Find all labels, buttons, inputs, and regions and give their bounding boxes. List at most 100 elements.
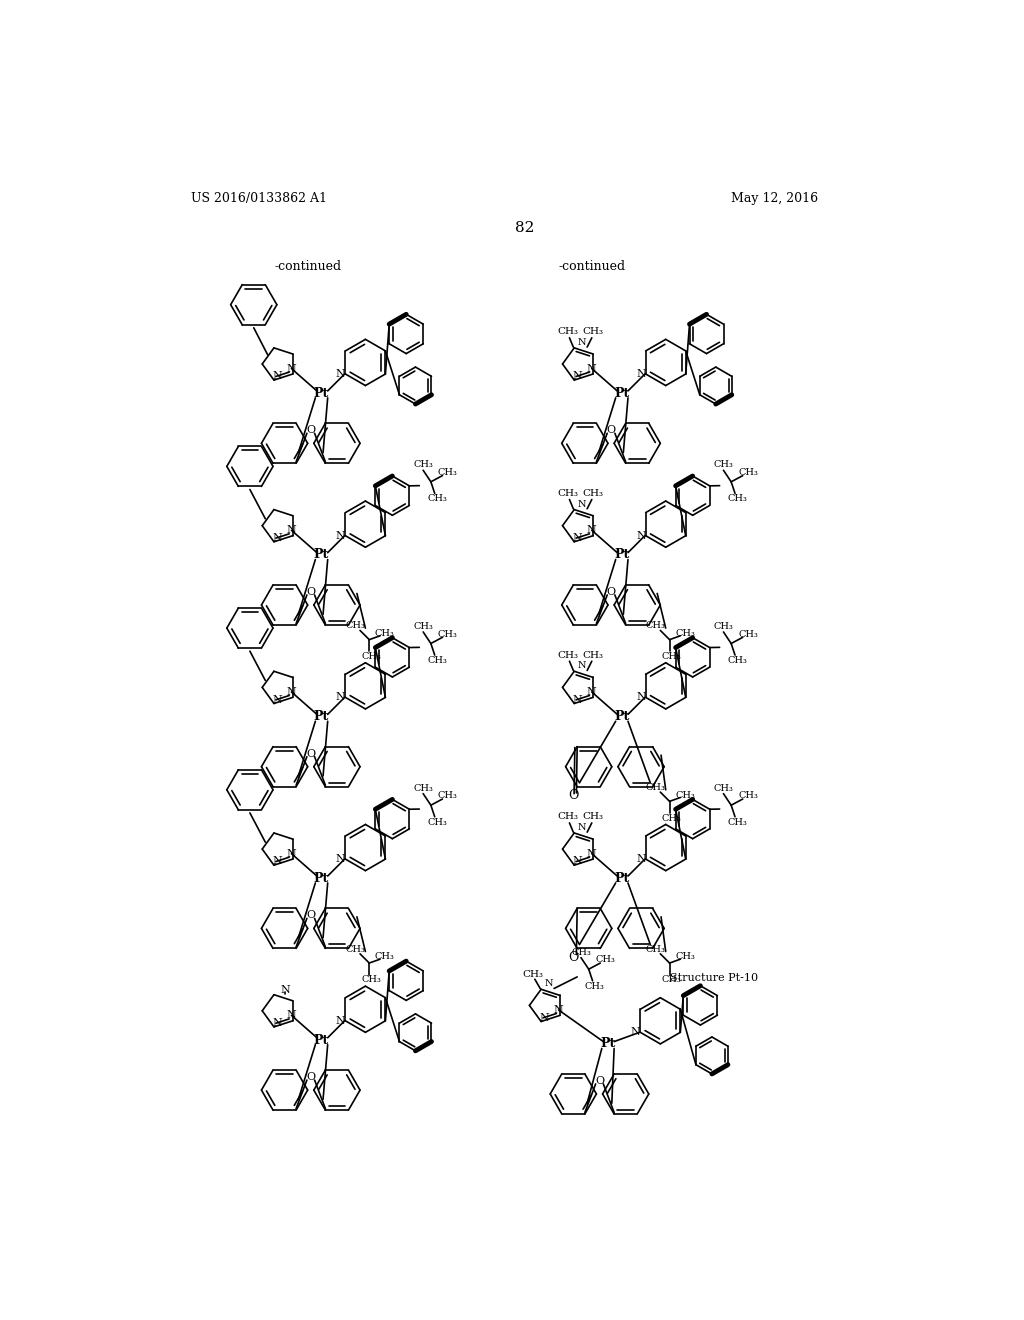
Text: O: O xyxy=(568,789,579,803)
Text: US 2016/0133862 A1: US 2016/0133862 A1 xyxy=(190,191,327,205)
Text: N: N xyxy=(287,1010,296,1020)
Text: N: N xyxy=(631,1027,641,1038)
Text: CH₃: CH₃ xyxy=(662,652,682,661)
Text: O: O xyxy=(595,1076,604,1086)
Text: Structure Pt-10: Structure Pt-10 xyxy=(670,973,758,983)
Text: Pt: Pt xyxy=(314,548,329,561)
Text: CH₃: CH₃ xyxy=(557,651,579,660)
Text: CH₃: CH₃ xyxy=(675,953,695,961)
Text: CH₃: CH₃ xyxy=(345,622,366,630)
Text: N: N xyxy=(578,824,586,832)
Text: CH₃: CH₃ xyxy=(675,630,695,638)
Text: O: O xyxy=(606,425,615,436)
Text: CH₃: CH₃ xyxy=(583,488,604,498)
Text: O: O xyxy=(306,911,315,920)
Text: N: N xyxy=(636,854,646,865)
Text: N: N xyxy=(272,371,282,381)
Text: N: N xyxy=(272,533,282,543)
Text: N: N xyxy=(272,1018,282,1028)
Text: CH₃: CH₃ xyxy=(438,469,458,477)
Text: CH₃: CH₃ xyxy=(375,630,394,638)
Text: N: N xyxy=(336,693,346,702)
Text: CH₃: CH₃ xyxy=(585,982,605,990)
Text: Pt: Pt xyxy=(314,710,329,723)
Text: O: O xyxy=(306,1072,315,1082)
Text: Pt: Pt xyxy=(600,1038,615,1051)
Text: CH₃: CH₃ xyxy=(345,945,366,953)
Text: N: N xyxy=(336,854,346,865)
Text: CH₃: CH₃ xyxy=(738,469,758,477)
Text: CH₃: CH₃ xyxy=(414,622,433,631)
Text: CH₃: CH₃ xyxy=(727,817,748,826)
Text: CH₃: CH₃ xyxy=(414,461,433,470)
Text: CH₃: CH₃ xyxy=(727,494,748,503)
Text: N: N xyxy=(636,531,646,541)
Text: N: N xyxy=(336,531,346,541)
Text: May 12, 2016: May 12, 2016 xyxy=(731,191,818,205)
Text: O: O xyxy=(568,952,579,964)
Text: CH₃: CH₃ xyxy=(438,630,458,639)
Text: N: N xyxy=(287,686,296,697)
Text: CH₃: CH₃ xyxy=(427,817,446,826)
Text: N: N xyxy=(554,1005,563,1015)
Text: Pt: Pt xyxy=(314,387,329,400)
Text: CH₃: CH₃ xyxy=(361,975,382,985)
Text: CH₃: CH₃ xyxy=(714,784,733,793)
Text: CH₃: CH₃ xyxy=(583,812,604,821)
Text: CH₃: CH₃ xyxy=(714,622,733,631)
Text: CH₃: CH₃ xyxy=(714,461,733,470)
Text: N: N xyxy=(587,686,597,697)
Text: CH₃: CH₃ xyxy=(738,792,758,800)
Text: O: O xyxy=(306,587,315,597)
Text: N: N xyxy=(545,979,553,989)
Text: N: N xyxy=(272,857,282,866)
Text: CH₃: CH₃ xyxy=(646,622,666,630)
Text: CH₃: CH₃ xyxy=(738,630,758,639)
Text: 82: 82 xyxy=(515,220,535,235)
Text: N: N xyxy=(540,1012,549,1023)
Text: CH₃: CH₃ xyxy=(646,783,666,792)
Text: N: N xyxy=(336,1016,346,1026)
Text: Pt: Pt xyxy=(314,871,329,884)
Text: Pt: Pt xyxy=(614,871,630,884)
Text: CH₃: CH₃ xyxy=(662,975,682,985)
Text: N: N xyxy=(572,857,582,866)
Text: N: N xyxy=(636,370,646,379)
Text: CH₃: CH₃ xyxy=(557,327,579,337)
Text: N: N xyxy=(281,985,290,995)
Text: CH₃: CH₃ xyxy=(414,784,433,793)
Text: O: O xyxy=(306,425,315,436)
Text: CH₃: CH₃ xyxy=(438,792,458,800)
Text: N: N xyxy=(336,370,346,379)
Text: N: N xyxy=(572,533,582,543)
Text: CH₃: CH₃ xyxy=(522,970,543,979)
Text: N: N xyxy=(587,363,597,374)
Text: N: N xyxy=(578,661,586,671)
Text: N: N xyxy=(578,338,586,347)
Text: N: N xyxy=(572,694,582,705)
Text: N: N xyxy=(578,500,586,508)
Text: O: O xyxy=(606,587,615,597)
Text: N: N xyxy=(636,693,646,702)
Text: Pt: Pt xyxy=(314,1034,329,1047)
Text: Pt: Pt xyxy=(614,710,630,723)
Text: CH₃: CH₃ xyxy=(583,327,604,337)
Text: CH₃: CH₃ xyxy=(571,948,591,957)
Text: CH₃: CH₃ xyxy=(375,953,394,961)
Text: CH₃: CH₃ xyxy=(557,488,579,498)
Text: CH₃: CH₃ xyxy=(662,814,682,822)
Text: CH₃: CH₃ xyxy=(583,651,604,660)
Text: O: O xyxy=(306,748,315,759)
Text: N: N xyxy=(572,371,582,381)
Text: CH₃: CH₃ xyxy=(557,812,579,821)
Text: CH₃: CH₃ xyxy=(675,791,695,800)
Text: -continued: -continued xyxy=(559,260,626,273)
Text: Pt: Pt xyxy=(614,387,630,400)
Text: CH₃: CH₃ xyxy=(727,656,748,665)
Text: -continued: -continued xyxy=(274,260,341,273)
Text: CH₃: CH₃ xyxy=(596,956,615,965)
Text: N: N xyxy=(287,363,296,374)
Text: CH₃: CH₃ xyxy=(427,494,446,503)
Text: N: N xyxy=(587,849,597,859)
Text: CH₃: CH₃ xyxy=(427,656,446,665)
